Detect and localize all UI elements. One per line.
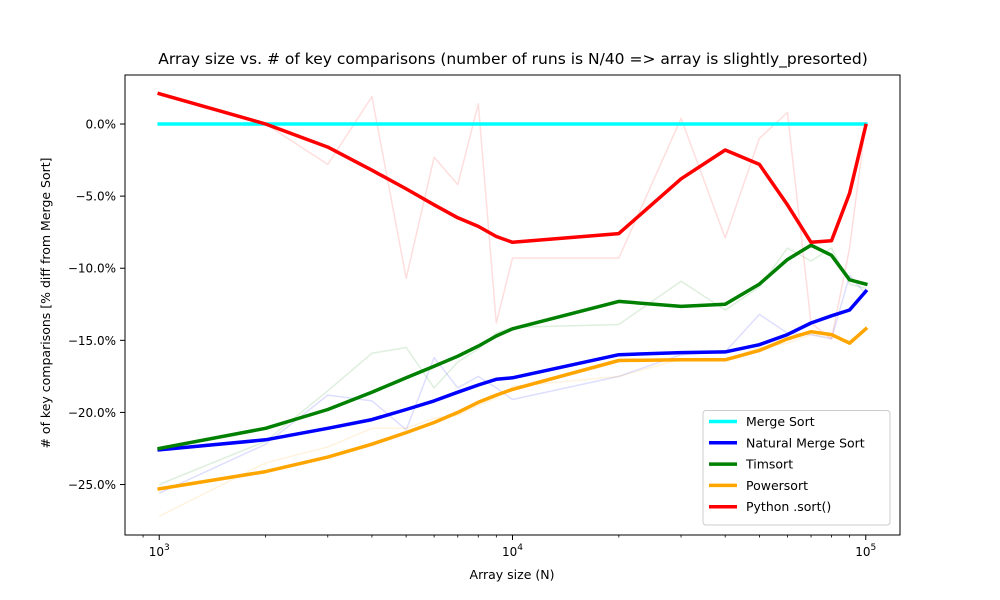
series-raw-line-1 xyxy=(158,274,867,494)
y-tick-label-1: −5.0% xyxy=(75,190,116,204)
y-tick-label-5: −25.0% xyxy=(68,478,116,492)
legend: Merge Sort Natural Merge Sort Timsort Power… xyxy=(702,410,891,526)
x-tick-label-0: 103 xyxy=(149,543,170,559)
series-line-3 xyxy=(157,326,869,491)
y-tick-label-4: −20.0% xyxy=(68,406,116,420)
legend-label-4: Python .sort() xyxy=(746,499,831,514)
legend-label-1: Natural Merge Sort xyxy=(746,435,865,450)
x-tick-label-2: 105 xyxy=(855,543,876,559)
y-axis-label: # of key comparisons [% diff from Merge … xyxy=(38,157,53,448)
series-line-4 xyxy=(157,91,868,245)
plot-area: 103 104 105 0.0% −5.0% −10.0% −15.0% −20.0% −25.… xyxy=(68,74,901,559)
x-axis-label: Array size (N) xyxy=(470,567,555,582)
series-line-2 xyxy=(157,243,868,451)
y-tick-label-3: −15.0% xyxy=(68,334,116,348)
legend-label-0: Merge Sort xyxy=(746,414,815,429)
legend-label-2: Timsort xyxy=(745,457,793,472)
y-tick-label-2: −10.0% xyxy=(68,262,116,276)
y-tick-label-0: 0.0% xyxy=(86,118,117,132)
series-raw-line-3 xyxy=(158,329,867,517)
chart-title: Array size vs. # of key comparisons (num… xyxy=(158,50,868,69)
legend-label-3: Powersort xyxy=(746,478,808,493)
legend-box xyxy=(702,410,891,526)
series-line-1 xyxy=(157,288,869,452)
x-tick-label-1: 104 xyxy=(502,543,523,559)
